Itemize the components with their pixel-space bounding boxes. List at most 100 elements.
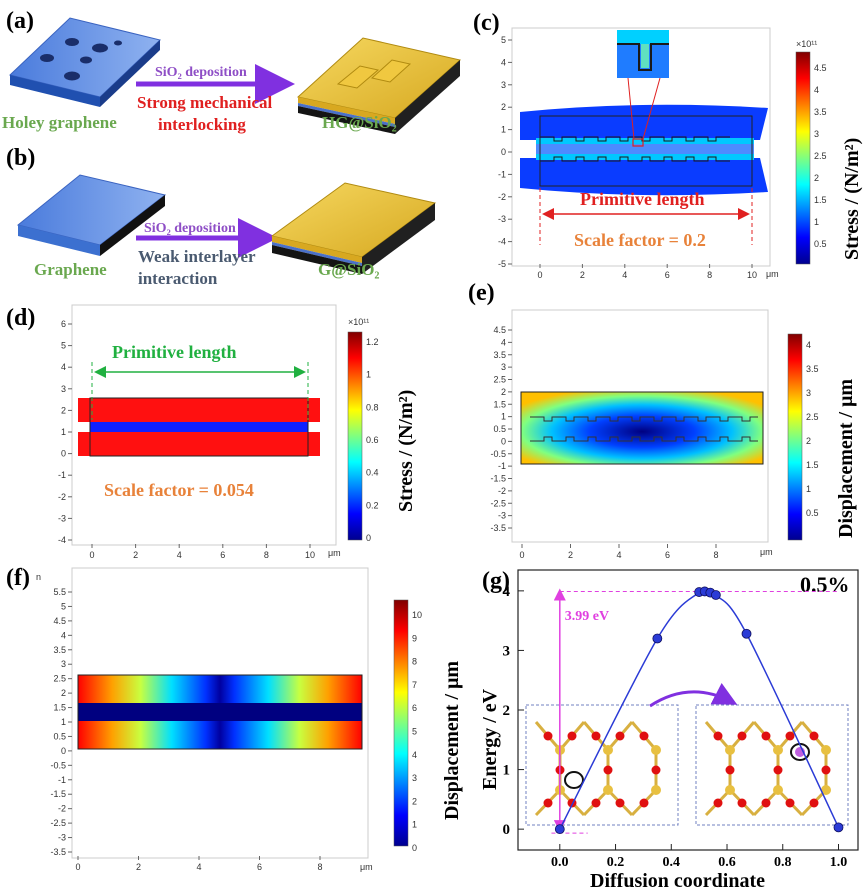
panel-b: (b) Graphene SiO₂ deposition Weak interl… xyxy=(6,145,437,288)
final-structure-illustration xyxy=(695,704,849,826)
d-y-tick-label: 5 xyxy=(61,341,66,351)
f-cb-tick-label: 8 xyxy=(412,657,417,667)
e-y-tick-label: 1.5 xyxy=(493,399,506,409)
f-y-tick-label: 0.5 xyxy=(53,731,66,741)
c-x-tick-label: 2 xyxy=(580,270,585,280)
c-cb-tick-label: 4.5 xyxy=(814,63,827,73)
panel-c-x-axis: 0 2 4 6 8 10 xyxy=(537,264,757,280)
panel-c-label: (c) xyxy=(473,10,500,36)
g-x-tick-label: 0.8 xyxy=(774,855,792,870)
e-y-tick-label: -1.5 xyxy=(490,474,506,484)
panel-f-label: (f) xyxy=(6,565,30,591)
panel-f: (f) n 5.5 5 4.5 4 3.5 3 2.5 2 1.5 1 0.5 0 -0.5 -1 -1.5… xyxy=(6,565,463,872)
e-colorbar-title: Displacement / μm xyxy=(835,379,857,538)
f-cb-tick-label: 6 xyxy=(412,703,417,713)
d-y-tick-label: 2 xyxy=(61,405,66,415)
f-y-tick-label: -3.5 xyxy=(50,847,66,857)
g-x-axis-title: Diffusion coordinate xyxy=(590,870,765,890)
c-y-tick-label: -2 xyxy=(498,192,506,202)
d-cb-tick-label: 0.6 xyxy=(366,435,379,445)
panel-b-label: (b) xyxy=(6,145,35,171)
panel-f-y-axis: 5.5 5 4.5 4 3.5 3 2.5 2 1.5 1 0.5 0 -0.5 -1 -1.5 -2 -2.5… xyxy=(50,587,72,857)
panel-e-label: (e) xyxy=(468,280,495,306)
f-cb-tick-label: 4 xyxy=(412,750,417,760)
g-y-tick-label: 0 xyxy=(503,822,511,838)
d-cb-tick-label: 1.2 xyxy=(366,337,379,347)
e-x-tick-label: 2 xyxy=(568,550,573,560)
g-x-tick-label: 0.2 xyxy=(607,855,625,870)
d-x-tick-label: 10 xyxy=(305,550,315,560)
g-displacement-field xyxy=(77,674,363,750)
c-x-tick-label: 8 xyxy=(707,270,712,280)
f-x-tick-label: 6 xyxy=(257,862,262,872)
f-x-tick-label: 8 xyxy=(317,862,322,872)
f-y-tick-label: -1.5 xyxy=(50,789,66,799)
panel-e: (e) 4.5 4 3.5 3 2.5 2 1.5 1 0.5 0 -0.5 -1 -1.5 -2 -2.5… xyxy=(468,280,857,560)
c-y-tick-label: 3 xyxy=(501,80,506,90)
panel-d-colorbar: ×10¹¹ 1.2 1 0.8 0.6 0.4 0.2 0 Stress / (N/m²) xyxy=(347,317,417,543)
d-x-tick-label: 0 xyxy=(89,550,94,560)
e-cb-tick-label: 3.5 xyxy=(806,364,819,374)
f-cb-tick-label: 1 xyxy=(412,820,417,830)
panel-e-x-unit: μm xyxy=(760,547,773,557)
g-sio2-sheet xyxy=(270,182,437,274)
c-y-tick-label: -5 xyxy=(498,259,506,269)
e-x-tick-label: 6 xyxy=(665,550,670,560)
f-y-tick-label: 5 xyxy=(61,601,66,611)
f-y-tick-label: 2.5 xyxy=(53,674,66,684)
d-cb-tick-label: 0.4 xyxy=(366,468,379,478)
hg-displacement-field xyxy=(520,391,764,465)
f-y-tick-label: -1 xyxy=(58,775,66,785)
migration-arrow xyxy=(649,683,738,708)
f-y-tick-label: -3 xyxy=(58,833,66,843)
g-y-tick-label: 1 xyxy=(503,763,511,779)
d-cb-tick-label: 0.8 xyxy=(366,402,379,412)
panel-d-x-unit: μm xyxy=(328,548,341,558)
interlocking-line2: interlocking xyxy=(158,115,246,134)
c-colorbar-title: Stress / (N/m²) xyxy=(841,138,863,260)
f-cb-tick-label: 7 xyxy=(412,680,417,690)
e-y-tick-label: 4.5 xyxy=(493,325,506,335)
c-y-tick-label: 1 xyxy=(501,125,506,135)
panel-c-y-axis: 5 4 3 2 1 0 -1 -2 -3 -4 -5 xyxy=(498,35,512,269)
f-y-tick-label: -0.5 xyxy=(50,760,66,770)
c-primitive-length-label: Primitive length xyxy=(580,189,704,209)
e-cb-tick-label: 1 xyxy=(806,484,811,494)
panel-d-y-axis: 6 5 4 3 2 1 0 -1 -2 -3 -4 xyxy=(58,319,72,545)
f-y-tick-label: 4 xyxy=(61,630,66,640)
zoom-inset xyxy=(617,30,669,140)
e-y-tick-label: -0.5 xyxy=(490,449,506,459)
d-cb-tick-label: 0.2 xyxy=(366,500,379,510)
c-cb-tick-label: 2.5 xyxy=(814,151,827,161)
panel-c-colorbar: ×10¹¹ 4.5 4 3.5 3 2.5 2 1.5 1 0.5 Stress / (N/m²… xyxy=(795,39,863,265)
g-y-tick-label: 3 xyxy=(503,643,511,659)
e-cb-tick-label: 1.5 xyxy=(806,460,819,470)
e-y-tick-label: 1 xyxy=(501,412,506,422)
d-x-tick-label: 6 xyxy=(220,550,225,560)
c-cb-tick-label: 2 xyxy=(814,173,819,183)
c-x-tick-label: 10 xyxy=(747,270,757,280)
panel-f-y-unit: n xyxy=(36,572,41,582)
g-strain-label: 0.5% xyxy=(800,572,850,597)
c-cb-tick-label: 4 xyxy=(814,85,819,95)
f-y-tick-label: 1.5 xyxy=(53,703,66,713)
e-y-tick-label: 0 xyxy=(501,436,506,446)
d-colorbar-title: Stress / (N/m²) xyxy=(395,390,417,512)
hg-stress-field xyxy=(520,104,768,196)
e-cb-tick-label: 2.5 xyxy=(806,412,819,422)
f-cb-tick-label: 9 xyxy=(412,633,417,643)
e-cb-tick-label: 2 xyxy=(806,436,811,446)
f-cb-tick-label: 10 xyxy=(412,610,422,620)
g-data-point xyxy=(833,822,844,833)
panel-a-label: (a) xyxy=(6,8,34,34)
c-cb-tick-label: 1 xyxy=(814,217,819,227)
c-scale-factor: Scale factor = 0.2 xyxy=(574,230,706,250)
e-y-tick-label: 0.5 xyxy=(493,424,506,434)
g-stress-field xyxy=(78,397,320,457)
d-y-tick-label: -4 xyxy=(58,535,66,545)
d-scale-factor: Scale factor = 0.054 xyxy=(104,480,254,500)
f-y-tick-label: -2.5 xyxy=(50,818,66,828)
e-x-tick-label: 4 xyxy=(616,550,621,560)
